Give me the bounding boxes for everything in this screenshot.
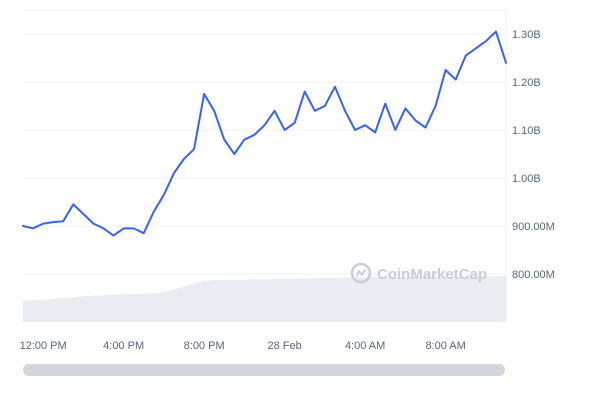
x-tick-label: 8:00 AM [425,340,465,352]
grid [23,9,507,322]
axes: 800.00M 900.00M 1.00B 1.10B 1.20B 1.30B 12:00 … [20,29,555,352]
price-line [22,30,507,237]
volume-area-shape [23,275,506,322]
price-series [22,30,507,237]
chart-range-scrollbar[interactable] [23,364,505,376]
y-tick-label: 1.20B [512,77,541,89]
coinmarketcap-logo-icon [350,262,372,284]
coinmarketcap-watermark: CoinMarketCap [350,262,487,284]
y-tick-label: 900.00M [512,221,555,233]
y-tick-label: 1.00B [512,173,541,185]
x-tick-label: 12:00 PM [20,340,67,352]
coinmarketcap-logo-mark [356,269,366,277]
y-tick-label: 1.30B [512,29,541,41]
volume-area [23,275,506,322]
y-tick-label: 1.10B [512,125,541,137]
x-tick-label: 4:00 AM [345,340,385,352]
x-tick-label: 8:00 PM [184,340,225,352]
y-tick-label: 800.00M [512,269,555,281]
x-tick-label: 4:00 PM [103,340,144,352]
watermark-text: CoinMarketCap [377,266,487,283]
x-tick-label: 28 Feb [268,340,302,352]
